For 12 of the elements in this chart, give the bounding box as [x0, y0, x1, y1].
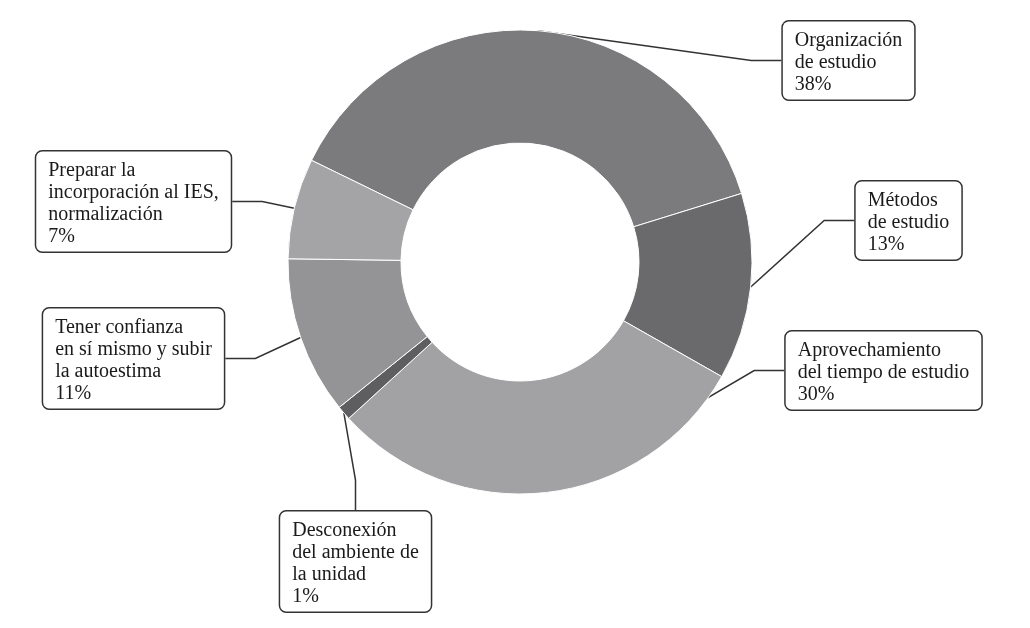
- data-label: 13%: [867, 231, 905, 254]
- slice-label: Organización de estudio: [794, 27, 903, 72]
- data-label: 30%: [797, 381, 835, 404]
- slice-label: Aprovechamiento del tiempo de estudio: [797, 337, 970, 383]
- slice-label: Tener confianza en sí mismo y subir la autoestima: [55, 314, 213, 381]
- data-label: 11%: [55, 380, 92, 403]
- data-label: 7%: [48, 223, 75, 246]
- slice-label: Preparar la incorporación al IES, normalización: [48, 157, 219, 224]
- data-label: 1%: [292, 583, 319, 606]
- slice-label: Desconexión del ambiente de la unidad: [292, 517, 419, 584]
- data-label: 38%: [794, 71, 832, 94]
- slice-label: Métodos de estudio: [867, 187, 950, 232]
